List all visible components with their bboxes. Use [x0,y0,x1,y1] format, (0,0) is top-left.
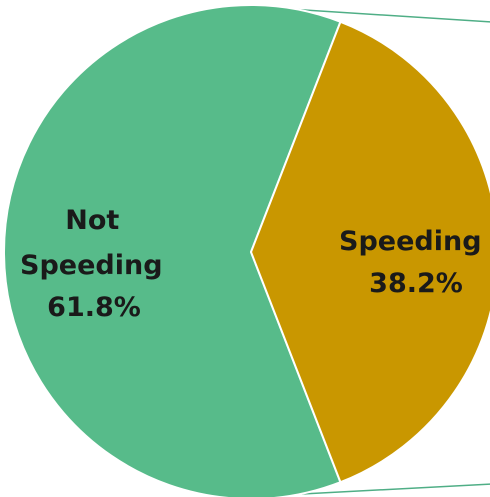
slice-label-speeding: Speeding 38.2% [339,226,490,299]
pie-slices [2,4,490,497]
slice-label-line: Speeding [20,250,163,281]
connector-line-bottom [301,483,490,495]
slice-label-not-speeding: Not Speeding 61.8% [20,205,172,323]
pie-slice-not-speeding [2,4,342,497]
slice-label-line: 38.2% [369,268,463,299]
slice-label-line: 61.8% [47,292,141,323]
slice-label-line: Not [65,205,119,236]
slice-labels: Not Speeding 61.8% Speeding 38.2% [20,205,490,323]
slice-label-line: Speeding [339,226,482,257]
pie-slice-speeding [250,20,490,484]
